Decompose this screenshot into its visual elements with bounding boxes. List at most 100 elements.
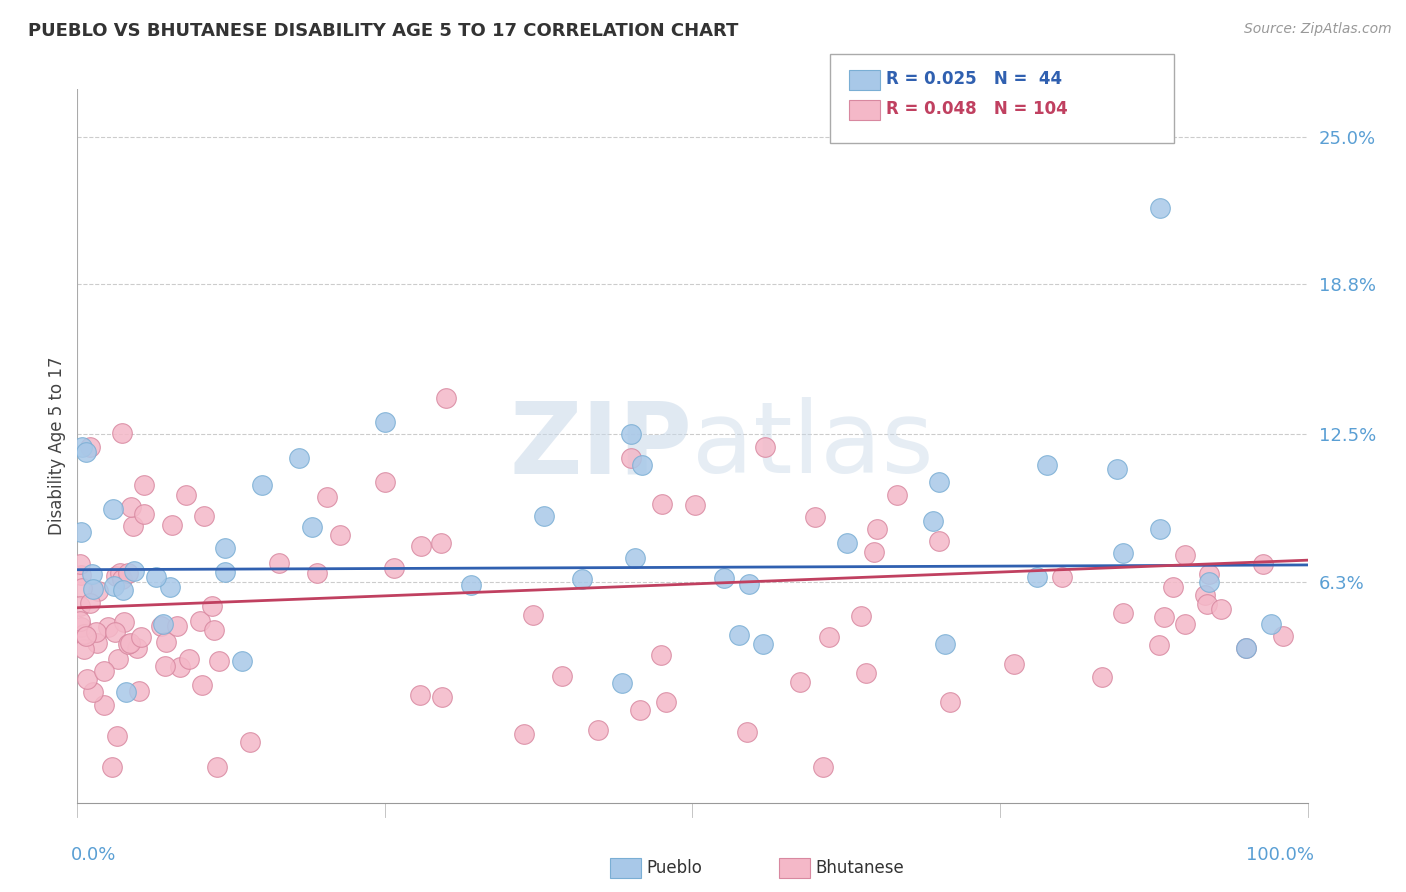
Point	[1035, 458, 1057, 472]
Point	[79, 596, 101, 610]
Point	[754, 440, 776, 454]
Text: PUEBLO VS BHUTANESE DISABILITY AGE 5 TO 17 CORRELATION CHART: PUEBLO VS BHUTANESE DISABILITY AGE 5 TO …	[28, 22, 738, 40]
Text: 0.0%: 0.0%	[72, 846, 117, 863]
Point	[117, 637, 139, 651]
Point	[1153, 609, 1175, 624]
Point	[69, 567, 91, 582]
Point	[75, 444, 97, 458]
Point	[928, 475, 950, 489]
Point	[208, 654, 231, 668]
Point	[374, 415, 396, 429]
Point	[166, 619, 188, 633]
Point	[132, 478, 155, 492]
Point	[103, 578, 125, 592]
Point	[101, 502, 124, 516]
Point	[409, 688, 432, 702]
Point	[239, 735, 262, 749]
Point	[159, 580, 181, 594]
Point	[70, 524, 93, 539]
Point	[121, 519, 143, 533]
Point	[231, 653, 253, 667]
Point	[1234, 641, 1257, 656]
Point	[866, 522, 889, 536]
Point	[863, 545, 886, 559]
Point	[374, 475, 396, 489]
Point	[105, 729, 128, 743]
Point	[1197, 597, 1219, 611]
Point	[267, 556, 290, 570]
Point	[928, 534, 950, 549]
Point	[650, 497, 672, 511]
Point	[301, 520, 323, 534]
Point	[430, 690, 453, 705]
Text: Source: ZipAtlas.com: Source: ZipAtlas.com	[1244, 22, 1392, 37]
Point	[132, 507, 155, 521]
Point	[1198, 567, 1220, 582]
Point	[1107, 462, 1129, 476]
Point	[145, 570, 167, 584]
Text: ZIP: ZIP	[509, 398, 693, 494]
Point	[631, 458, 654, 473]
Point	[152, 617, 174, 632]
Point	[735, 725, 758, 739]
Point	[1253, 557, 1275, 571]
Point	[111, 572, 134, 586]
Point	[804, 510, 827, 524]
Point	[193, 508, 215, 523]
Point	[612, 676, 634, 690]
Point	[288, 450, 311, 465]
Point	[202, 623, 225, 637]
Point	[1174, 617, 1197, 632]
Point	[886, 488, 908, 502]
Point	[934, 637, 956, 651]
Point	[1112, 606, 1135, 620]
Point	[1211, 601, 1233, 615]
Point	[752, 636, 775, 650]
Point	[835, 536, 858, 550]
Point	[69, 599, 91, 613]
Point	[620, 427, 643, 442]
Point	[101, 760, 124, 774]
Point	[120, 500, 142, 514]
Point	[70, 620, 93, 634]
Point	[939, 695, 962, 709]
Point	[120, 636, 142, 650]
Point	[1198, 574, 1220, 589]
Point	[128, 684, 150, 698]
Point	[69, 558, 91, 572]
Point	[93, 664, 115, 678]
Text: R = 0.048   N = 104: R = 0.048 N = 104	[886, 100, 1067, 118]
Point	[108, 566, 131, 581]
Point	[75, 629, 97, 643]
Point	[155, 635, 177, 649]
Point	[817, 630, 839, 644]
Point	[112, 615, 135, 630]
Point	[250, 478, 273, 492]
Point	[522, 607, 544, 622]
Point	[160, 517, 183, 532]
Point	[86, 636, 108, 650]
Point	[153, 659, 176, 673]
Point	[1272, 629, 1295, 643]
Point	[624, 550, 647, 565]
Point	[84, 624, 107, 639]
Point	[1149, 522, 1171, 536]
Point	[1112, 546, 1135, 560]
Point	[620, 450, 643, 465]
Point	[150, 619, 173, 633]
Point	[1161, 580, 1184, 594]
Point	[436, 392, 458, 406]
Point	[214, 565, 236, 579]
Point	[813, 760, 835, 774]
Text: R = 0.025   N =  44: R = 0.025 N = 44	[886, 70, 1062, 88]
Point	[655, 695, 678, 709]
Point	[122, 564, 145, 578]
Point	[789, 675, 811, 690]
Point	[97, 620, 120, 634]
Text: Pueblo: Pueblo	[647, 859, 703, 877]
Point	[117, 566, 139, 581]
Point	[849, 609, 872, 624]
Point	[105, 569, 128, 583]
Point	[1091, 670, 1114, 684]
Point	[409, 539, 432, 553]
